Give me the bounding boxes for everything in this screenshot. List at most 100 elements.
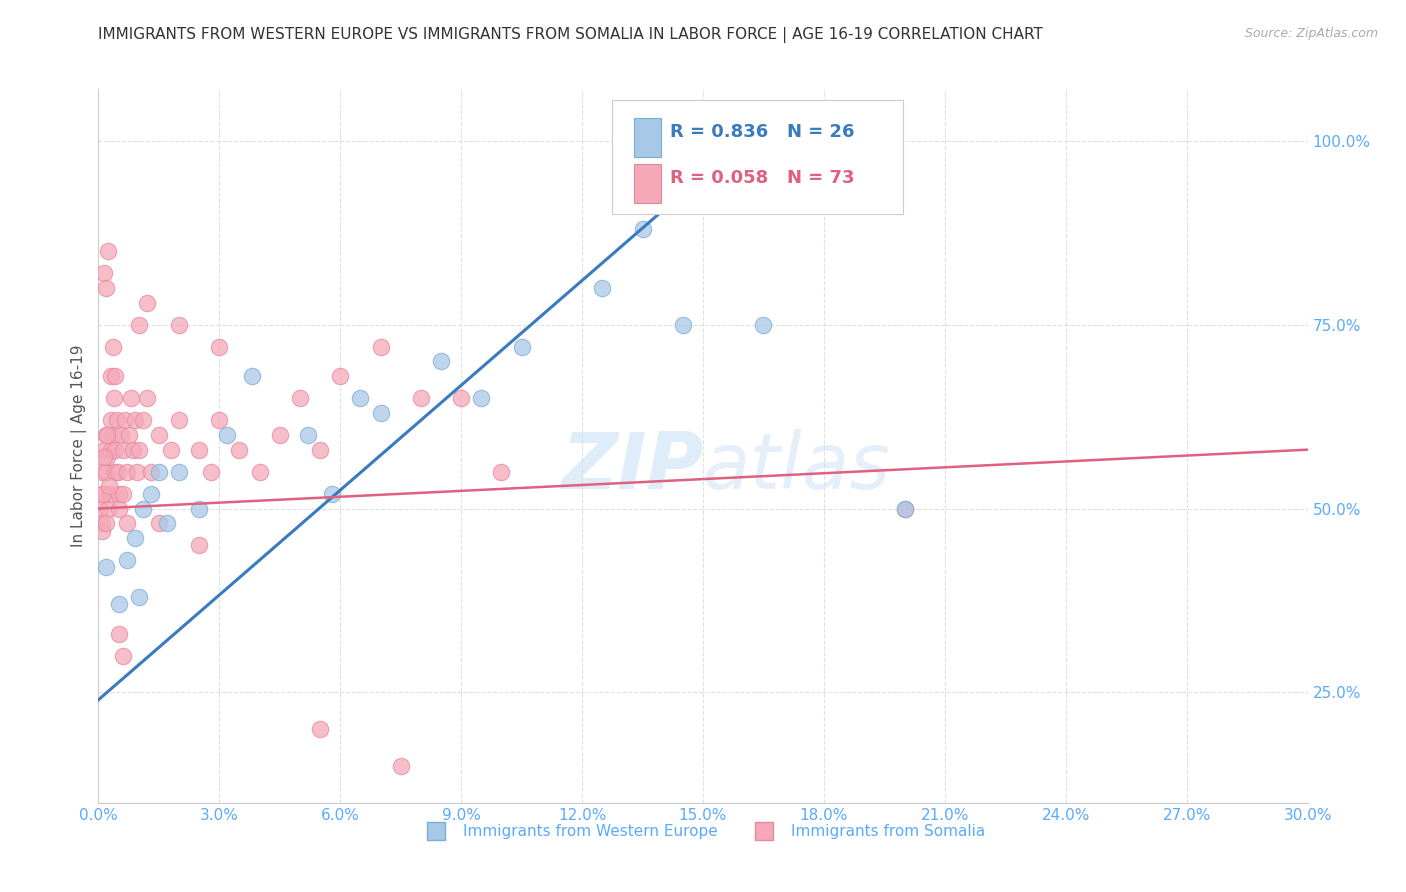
Point [128,318,150,332]
Point [240,369,263,384]
Y-axis label: In Labor Force | Age 16-19: In Labor Force | Age 16-19 [72,344,87,548]
Point [100,413,122,427]
Point [893,501,915,516]
Point [120,391,142,405]
Point [711,134,734,148]
Point [167,465,190,479]
Point [752,318,775,332]
Point [103,391,125,405]
Point [94,516,117,531]
Point [228,442,250,457]
Point [409,391,432,405]
Text: ZIP: ZIP [561,429,703,506]
Point [139,465,162,479]
Point [96,428,118,442]
Point [101,428,124,442]
Point [321,487,343,501]
Point [96,450,118,464]
Point [148,465,170,479]
Point [91,524,114,538]
Text: R = 0.058   N = 73: R = 0.058 N = 73 [671,169,855,187]
Point [96,281,118,295]
Point [118,428,141,442]
Point [110,428,132,442]
Point [370,406,392,420]
Point [101,340,124,354]
Point [132,413,155,427]
Point [124,531,146,545]
Point [100,442,122,457]
Point [93,442,115,457]
Point [93,266,115,280]
Point [107,626,129,640]
Point [156,516,179,531]
Point [107,501,129,516]
Point [107,465,129,479]
Point [97,501,120,516]
Point [288,391,311,405]
Point [135,391,157,405]
Point [103,369,125,384]
Point [121,442,143,457]
Point [128,590,150,604]
Point [591,281,613,295]
Point [672,318,695,332]
Point [98,487,121,501]
Point [208,413,231,427]
Point [430,354,453,368]
Point [510,340,533,354]
Point [188,442,211,457]
Point [217,428,239,442]
Point [115,553,138,567]
Point [249,465,271,479]
Point [104,442,127,457]
Point [491,465,513,479]
FancyBboxPatch shape [634,164,661,203]
Point [208,340,231,354]
FancyBboxPatch shape [634,118,661,157]
Point [349,391,371,405]
Point [96,465,118,479]
Point [188,501,211,516]
Point [370,340,392,354]
Text: R = 0.836   N = 26: R = 0.836 N = 26 [671,123,855,141]
Point [100,369,122,384]
Point [93,450,115,464]
Point [111,442,134,457]
Point [297,428,319,442]
Point [160,442,183,457]
Point [125,465,148,479]
Point [103,465,125,479]
Point [188,538,211,552]
Point [91,487,114,501]
Point [115,465,138,479]
Point [97,479,120,493]
Point [111,487,134,501]
Text: IMMIGRANTS FROM WESTERN EUROPE VS IMMIGRANTS FROM SOMALIA IN LABOR FORCE | AGE 1: IMMIGRANTS FROM WESTERN EUROPE VS IMMIGR… [98,27,1043,43]
Point [631,222,654,236]
Point [111,648,134,663]
Point [200,465,222,479]
Point [107,597,129,611]
Point [128,442,150,457]
Point [329,369,352,384]
Point [148,516,170,531]
Point [90,465,112,479]
Point [148,428,170,442]
Legend: Immigrants from Western Europe, Immigrants from Somalia: Immigrants from Western Europe, Immigran… [415,818,991,845]
Point [167,413,190,427]
Point [96,560,118,574]
Point [139,487,162,501]
Text: atlas: atlas [703,429,891,506]
Point [124,413,146,427]
Point [389,759,412,773]
Point [115,516,138,531]
Point [97,244,120,258]
Point [269,428,291,442]
Point [114,413,136,427]
Point [91,516,114,531]
Point [135,295,157,310]
Point [94,428,117,442]
Point [89,501,111,516]
Point [309,442,332,457]
